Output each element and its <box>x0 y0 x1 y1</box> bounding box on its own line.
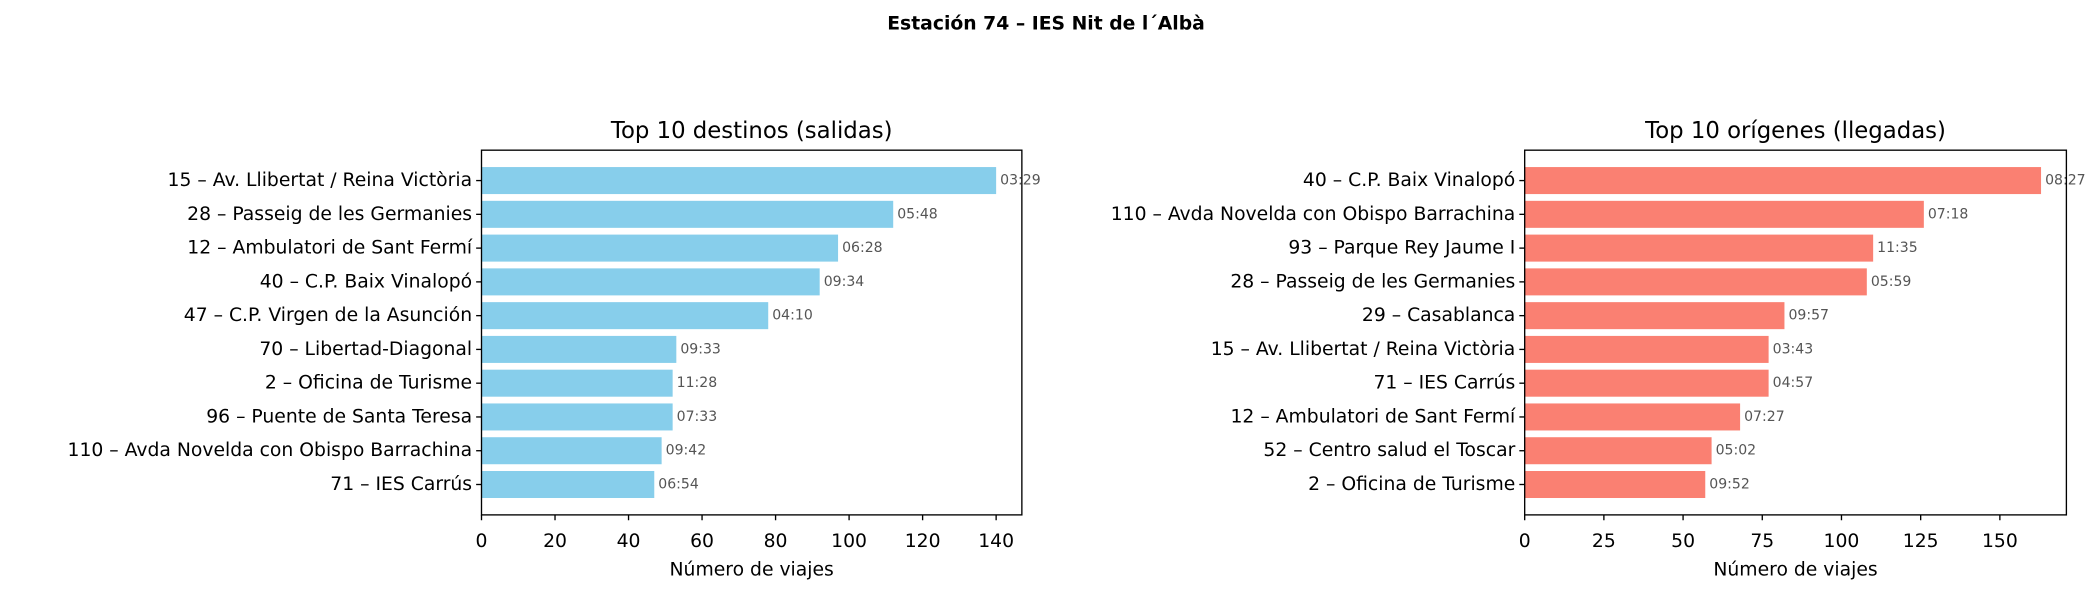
bar-annotation: 03:43 <box>1773 341 1814 357</box>
y-tick-label: 2 – Oficina de Turisme <box>1308 474 1515 495</box>
bar <box>1524 470 1706 499</box>
bar-annotation: 09:34 <box>824 274 865 290</box>
y-tick-label: 15 – Av. Llibertat / Reina Victòria <box>168 170 473 191</box>
y-tick-label: 47 – C.P. Virgen de la Asunción <box>184 305 472 326</box>
bar <box>1524 234 1874 262</box>
bar <box>481 200 894 228</box>
y-tick-label: 110 – Avda Novelda con Obispo Barrachina <box>68 440 473 461</box>
x-tick-label: 120 <box>905 531 941 552</box>
y-tick-label: 12 – Ambulatori de Sant Fermí <box>1230 406 1516 427</box>
bar <box>481 335 677 363</box>
bar-annotation: 06:54 <box>658 476 699 492</box>
x-tick-label: 80 <box>764 531 788 552</box>
bar-annotation: 06:28 <box>842 240 883 256</box>
bar <box>1524 302 1785 330</box>
x-tick-label: 25 <box>1592 531 1616 552</box>
bar-annotation: 05:59 <box>1871 274 1912 290</box>
x-axis-label: Número de viajes <box>670 559 834 580</box>
y-tick-label: 71 – IES Carrús <box>1373 373 1515 394</box>
x-tick-label: 140 <box>978 531 1014 552</box>
bar-annotation: 09:52 <box>1709 476 1750 492</box>
y-tick-label: 93 – Parque Rey Jaume I <box>1288 238 1515 259</box>
chart-title: Top 10 orígenes (llegadas) <box>1644 118 1946 144</box>
bar-annotation: 04:10 <box>772 308 813 324</box>
y-tick-label: 40 – C.P. Baix Vinalopó <box>1303 170 1515 191</box>
x-tick-label: 50 <box>1671 531 1695 552</box>
x-tick-label: 75 <box>1750 531 1774 552</box>
x-tick-label: 150 <box>1982 531 2018 552</box>
bar <box>1524 335 1769 363</box>
y-tick-label: 2 – Oficina de Turisme <box>265 373 472 394</box>
y-tick-label: 110 – Avda Novelda con Obispo Barrachina <box>1111 204 1516 225</box>
x-tick-label: 40 <box>617 531 641 552</box>
axes-frame <box>480 149 1023 516</box>
bar <box>1524 403 1741 431</box>
bar <box>1524 369 1769 397</box>
bar <box>481 369 673 397</box>
x-tick-label: 100 <box>1824 531 1860 552</box>
y-tick-label: 28 – Passeig de les Germanies <box>1230 271 1515 292</box>
bar <box>1524 167 2042 195</box>
chart-title: Top 10 destinos (salidas) <box>610 118 893 144</box>
bar-annotation: 07:33 <box>677 409 718 425</box>
bar <box>481 268 820 296</box>
bar-annotation: 07:27 <box>1744 409 1785 425</box>
x-tick-label: 100 <box>831 531 867 552</box>
y-tick-label: 71 – IES Carrús <box>330 474 472 495</box>
x-tick-label: 0 <box>1519 531 1531 552</box>
y-tick-label: 15 – Av. Llibertat / Reina Victòria <box>1211 339 1516 360</box>
y-tick-label: 52 – Centro salud el Toscar <box>1263 440 1515 461</box>
bar-annotation: 08:27 <box>2045 173 2086 189</box>
bar-annotation: 09:42 <box>666 443 707 459</box>
bar-annotation: 07:18 <box>1928 206 1969 222</box>
bar <box>481 234 839 262</box>
bar-annotation: 03:29 <box>1000 173 1041 189</box>
y-tick-label: 70 – Libertad-Diagonal <box>259 339 472 360</box>
bar <box>481 403 673 431</box>
bar <box>481 470 655 499</box>
bar-annotation: 11:35 <box>1877 240 1918 256</box>
y-tick-label: 29 – Casablanca <box>1362 305 1515 326</box>
y-tick-label: 96 – Puente de Santa Teresa <box>206 406 472 427</box>
x-axis-label: Número de viajes <box>1713 559 1877 580</box>
bar-annotation: 09:33 <box>680 341 721 357</box>
bar-annotation: 11:28 <box>677 375 718 391</box>
figure-title: Estación 74 – IES Nit de l´Albà <box>887 14 1205 35</box>
x-tick-label: 0 <box>476 531 488 552</box>
bar-annotation: 05:48 <box>897 206 938 222</box>
bar <box>1524 437 1712 465</box>
bar <box>481 167 997 195</box>
bar <box>1524 268 1867 296</box>
axes-frame <box>1524 149 2068 516</box>
y-tick-label: 12 – Ambulatori de Sant Fermí <box>187 238 473 259</box>
bar-annotation: 05:02 <box>1716 443 1757 459</box>
bar <box>481 437 662 465</box>
bar <box>1524 200 1924 228</box>
bar <box>481 302 769 330</box>
y-tick-label: 28 – Passeig de les Germanies <box>187 204 472 225</box>
x-tick-label: 20 <box>543 531 567 552</box>
y-tick-label: 40 – C.P. Baix Vinalopó <box>260 271 472 292</box>
x-tick-label: 60 <box>690 531 714 552</box>
bar-annotation: 09:57 <box>1788 308 1829 324</box>
bar-annotation: 04:57 <box>1773 375 1814 391</box>
x-tick-label: 125 <box>1903 531 1939 552</box>
